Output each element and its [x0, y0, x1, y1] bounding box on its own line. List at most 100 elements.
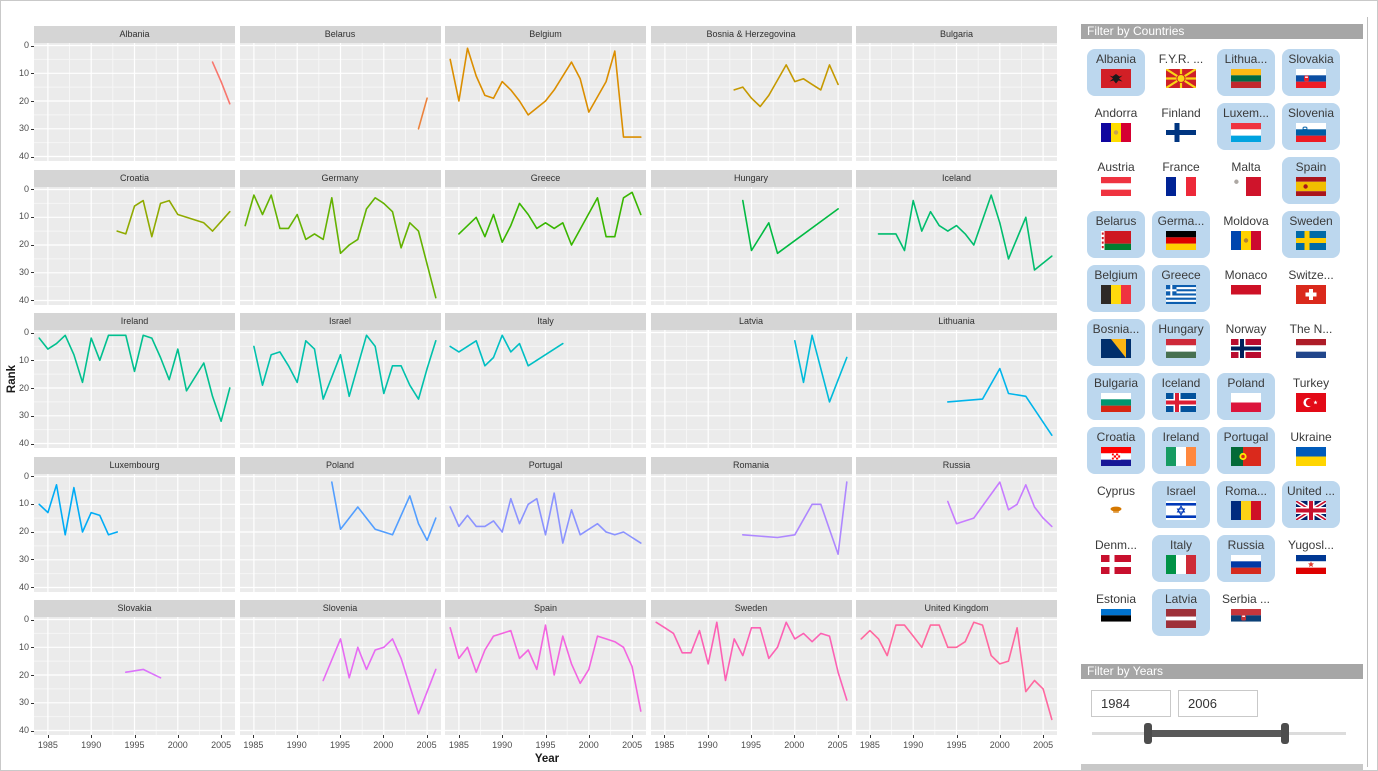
facet-title: Italy [445, 313, 646, 330]
country-filter-ukraine[interactable]: Ukraine [1282, 427, 1340, 474]
country-filter-belgium[interactable]: Belgium [1087, 265, 1145, 312]
country-filter-switze[interactable]: Switze... [1282, 265, 1340, 312]
country-filter-andorra[interactable]: Andorra [1087, 103, 1145, 150]
year-slider-handle-left[interactable] [1144, 723, 1152, 744]
moldova-flag-icon [1217, 231, 1275, 255]
country-filter-norway[interactable]: Norway [1217, 319, 1275, 366]
country-label: Croatia [1096, 430, 1136, 444]
country-filter-ireland[interactable]: Ireland [1152, 427, 1210, 474]
sidebar-horizontal-scrollbar[interactable] [1081, 764, 1363, 770]
y-tick-label: 40 [18, 725, 29, 735]
country-label: Belgium [1094, 268, 1138, 282]
country-filter-fyr[interactable]: F.Y.R. ... [1152, 49, 1210, 96]
y-tick-mark [31, 531, 34, 533]
country-filter-bosnia[interactable]: Bosnia... [1087, 319, 1145, 366]
country-filter-finland[interactable]: Finland [1152, 103, 1210, 150]
facet-panel-ireland [34, 330, 235, 448]
portugal-flag-icon [1217, 447, 1275, 471]
x-tick-label: 1990 [286, 740, 307, 750]
country-filter-russia[interactable]: Russia [1217, 535, 1275, 582]
country-filter-greece[interactable]: Greece [1152, 265, 1210, 312]
country-label: F.Y.R. ... [1158, 52, 1204, 66]
year-to-input[interactable] [1178, 690, 1258, 717]
country-filter-slovenia[interactable]: Slovenia [1282, 103, 1340, 150]
sidebar-vertical-scrollbar[interactable] [1367, 17, 1368, 767]
country-filter-slovakia[interactable]: Slovakia [1282, 49, 1340, 96]
country-label: Finland [1161, 106, 1201, 120]
facet-croatia: Croatia [34, 169, 235, 305]
facet-romania: Romania [650, 456, 852, 592]
iceland-flag-icon [1152, 393, 1210, 417]
country-filter-united[interactable]: United ... [1282, 481, 1340, 528]
country-filter-israel[interactable]: Israel [1152, 481, 1210, 528]
country-filter-belarus[interactable]: Belarus [1087, 211, 1145, 258]
country-filter-turkey[interactable]: Turkey [1282, 373, 1340, 420]
country-filter-denm[interactable]: Denm... [1087, 535, 1145, 582]
country-filter-france[interactable]: France [1152, 157, 1210, 204]
country-filter-poland[interactable]: Poland [1217, 373, 1275, 420]
andorra-flag-icon [1087, 123, 1145, 147]
line-germany [243, 193, 437, 298]
year-from-input[interactable] [1091, 690, 1171, 717]
country-filter-roma[interactable]: Roma... [1217, 481, 1275, 528]
country-filter-luxem[interactable]: Luxem... [1217, 103, 1275, 150]
country-filter-hungary[interactable]: Hungary [1152, 319, 1210, 366]
x-tick-label: 1995 [329, 740, 351, 750]
facet-title: Israel [239, 313, 441, 330]
country-filter-albania[interactable]: Albania [1087, 49, 1145, 96]
x-tick-mark [502, 735, 504, 738]
country-label: Luxem... [1222, 106, 1270, 120]
country-label: France [1162, 160, 1200, 174]
line-ireland [38, 334, 231, 423]
country-filter-serbia[interactable]: Serbia ... [1217, 589, 1275, 636]
line-israel [252, 334, 437, 400]
country-filter-malta[interactable]: Malta [1217, 157, 1275, 204]
country-filter-latvia[interactable]: Latvia [1152, 589, 1210, 636]
facet-panel-greece [445, 186, 646, 305]
country-filter-lithua[interactable]: Lithua... [1217, 49, 1275, 96]
facet-title: Belarus [239, 26, 441, 43]
facet-belarus: Belarus [239, 26, 441, 161]
country-filter-bulgaria[interactable]: Bulgaria [1087, 373, 1145, 420]
country-label: Germa... [1157, 214, 1205, 228]
country-filter-austria[interactable]: Austria [1087, 157, 1145, 204]
finland-flag-icon [1152, 123, 1210, 147]
country-filter-spain[interactable]: Spain [1282, 157, 1340, 204]
y-tick-label: 20 [18, 382, 29, 393]
country-filter-croatia[interactable]: Croatia [1087, 427, 1145, 474]
country-filter-iceland[interactable]: Iceland [1152, 373, 1210, 420]
facet-ireland: Ireland [34, 313, 235, 448]
y-tick-label: 30 [18, 410, 29, 421]
country-filter-the-n[interactable]: The N... [1282, 319, 1340, 366]
country-filter-yugosl[interactable]: Yugosl... [1282, 535, 1340, 582]
bulgaria-flag-icon [1087, 393, 1145, 417]
y-tick-label: 0 [23, 183, 29, 194]
facet-poland: Poland [239, 456, 441, 592]
year-slider-handle-right[interactable] [1281, 723, 1289, 744]
denm-flag-icon [1087, 555, 1145, 579]
country-filter-portugal[interactable]: Portugal [1217, 427, 1275, 474]
x-axis-title: Year [534, 753, 560, 765]
y-tick-mark [31, 388, 34, 389]
country-filter-italy[interactable]: Italy [1152, 535, 1210, 582]
y-tick-mark [31, 300, 34, 301]
country-label: Denm... [1094, 538, 1137, 552]
year-slider-selected-range[interactable] [1149, 730, 1285, 737]
country-filter-sweden[interactable]: Sweden [1282, 211, 1340, 258]
y-tick-label: 10 [18, 211, 29, 222]
facet-title: Belgium [445, 26, 646, 43]
country-filter-germa[interactable]: Germa... [1152, 211, 1210, 258]
x-tick-label: 2005 [622, 740, 643, 750]
y-tick-label: 40 [18, 294, 29, 305]
x-tick-mark [426, 735, 428, 738]
country-filter-monaco[interactable]: Monaco [1217, 265, 1275, 312]
line-belarus [417, 97, 428, 130]
x-tick-mark [956, 735, 958, 738]
facet-bosnia-herzegovina: Bosnia & Herzegovina [650, 26, 852, 161]
country-filter-cyprus[interactable]: Cyprus [1087, 481, 1145, 528]
country-filter-moldova[interactable]: Moldova [1217, 211, 1275, 258]
monaco-flag-icon [1217, 285, 1275, 309]
x-tick-mark [296, 735, 298, 738]
country-filter-estonia[interactable]: Estonia [1087, 589, 1145, 636]
y-tick-label: 30 [18, 123, 29, 134]
